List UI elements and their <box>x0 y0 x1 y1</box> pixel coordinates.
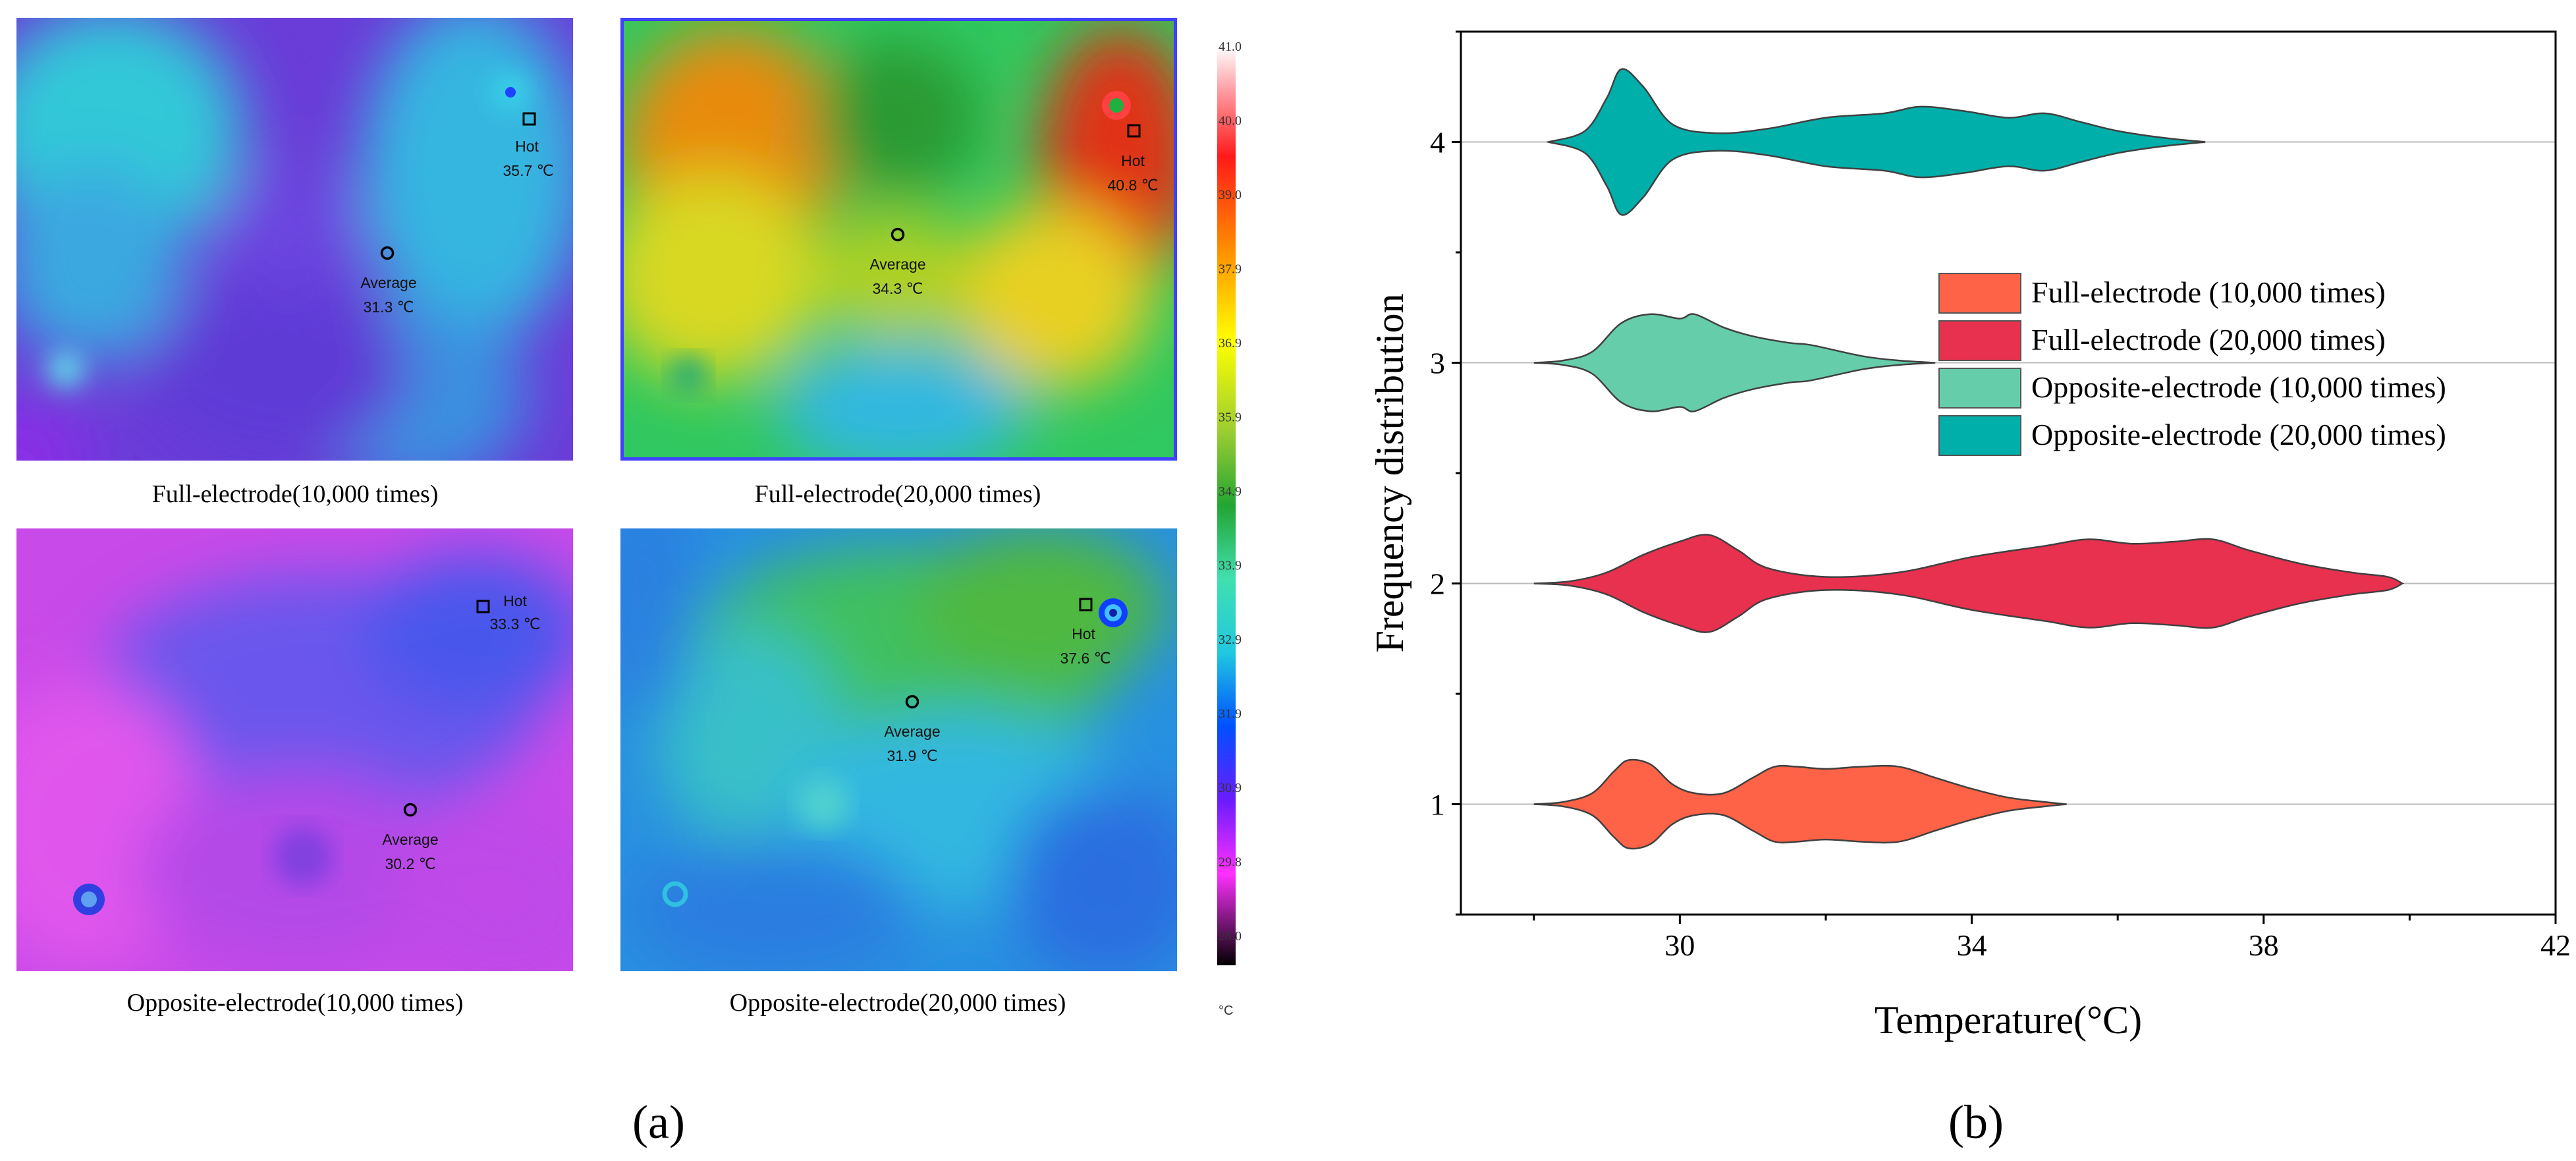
colorbar-tick-label: 32.9 <box>1219 633 1242 647</box>
thermal-image-full-10000 <box>16 18 573 461</box>
hot-marker <box>522 112 536 126</box>
x-tick-label: 38 <box>2249 928 2279 962</box>
legend-swatch <box>1938 415 2021 456</box>
colorbar-tick-label: 40.0 <box>1219 114 1242 128</box>
colorbar-tick-label: 41.0 <box>1219 40 1242 54</box>
hot-label: Hot <box>1121 152 1145 169</box>
colorbar-tick-label: 37.9 <box>1219 262 1242 277</box>
hot-value: 40.8 ℃ <box>1108 177 1159 194</box>
hot-value: 35.7 ℃ <box>503 162 554 179</box>
hot-value: 37.6 ℃ <box>1060 650 1111 667</box>
y-axis-label: Frequency distribution <box>1368 294 1411 653</box>
legend-swatch <box>1938 273 2021 314</box>
average-label: Average <box>360 274 416 291</box>
violin-4 <box>1545 68 2206 216</box>
y-tick-label: 2 <box>1430 567 1445 601</box>
hot-value: 33.3 ℃ <box>490 615 541 633</box>
violin-2 <box>1533 534 2405 633</box>
colorbar-gradient <box>1217 46 1236 965</box>
average-value: 31.9 ℃ <box>887 747 938 764</box>
colorbar-tick-label: 36.9 <box>1219 336 1242 351</box>
colorbar-tick-label: 31.9 <box>1219 707 1242 722</box>
average-label: Average <box>382 831 438 848</box>
panel-b-label: (b) <box>1948 1096 2004 1148</box>
average-marker <box>891 227 905 242</box>
panel-a-label: (a) <box>632 1096 685 1148</box>
legend-label: Opposite-electrode (20,000 times) <box>2031 418 2446 451</box>
caption-opposite-10000: Opposite-electrode(10,000 times) <box>127 989 464 1017</box>
legend-label: Full-electrode (20,000 times) <box>2031 323 2386 356</box>
average-marker <box>905 694 919 709</box>
y-tick-label: 3 <box>1430 347 1445 380</box>
colorbar-tick-label: 29.8 <box>1219 855 1242 870</box>
colorbar-tick-label: 28.0 <box>1219 929 1242 944</box>
colorbar-tick-label: 34.9 <box>1219 484 1242 499</box>
legend: Full-electrode (10,000 times) Full-electr… <box>1938 273 2446 456</box>
average-value: 30.2 ℃ <box>385 855 436 872</box>
thermal-image-opposite-10000 <box>16 528 573 971</box>
average-label: Average <box>884 723 940 740</box>
hot-label: Hot <box>1072 625 1095 642</box>
thermal-image-opposite-20000 <box>620 528 1177 971</box>
legend-label: Opposite-electrode (10,000 times) <box>2031 370 2446 404</box>
hot-marker <box>1079 598 1093 611</box>
average-marker <box>380 246 395 260</box>
x-tick-label: 30 <box>1664 928 1695 962</box>
hot-marker <box>476 600 490 613</box>
annotations-image-4: Hot 37.6 ℃ Average 31.9 ℃ <box>884 598 1111 764</box>
colorbar-unit: °C <box>1219 1004 1233 1018</box>
caption-opposite-20000: Opposite-electrode(20,000 times) <box>730 989 1066 1017</box>
panel-a: Hot 35.7 ℃ Average 31.3 ℃ Hot 40.8 ℃ Ave… <box>16 18 1242 1148</box>
y-tick-label: 4 <box>1430 126 1445 159</box>
colorbar-tick-label: 33.9 <box>1219 559 1242 573</box>
hot-marker <box>1127 124 1141 138</box>
legend-swatch <box>1938 320 2021 361</box>
average-label: Average <box>869 256 925 273</box>
colorbar-tick-label: 30.9 <box>1219 781 1242 795</box>
caption-full-20000: Full-electrode(20,000 times) <box>755 480 1041 508</box>
annotations-image-3: Hot 33.3 ℃ Average 30.2 ℃ <box>382 592 540 872</box>
legend-label: Full-electrode (10,000 times) <box>2031 275 2386 309</box>
legend-swatch <box>1938 368 2021 409</box>
x-tick-label: 34 <box>1957 928 1987 962</box>
colorbar-tick-label: 39.0 <box>1219 188 1242 202</box>
caption-full-10000: Full-electrode(10,000 times) <box>152 480 439 508</box>
x-tick-label: 42 <box>2540 928 2571 962</box>
average-marker <box>403 803 418 817</box>
thermal-image-full-20000 <box>620 18 1177 461</box>
y-tick-label: 1 <box>1430 788 1445 822</box>
violin-3 <box>1533 313 1936 412</box>
hot-label: Hot <box>515 138 539 155</box>
average-value: 34.3 ℃ <box>873 280 923 297</box>
violin-1 <box>1533 758 2067 850</box>
hot-label: Hot <box>503 592 527 609</box>
annotations-image-2: Hot 40.8 ℃ Average 34.3 ℃ <box>869 124 1159 297</box>
average-value: 31.3 ℃ <box>364 298 414 316</box>
colorbar-tick-label: 35.9 <box>1219 411 1242 425</box>
x-axis-label: Temperature(°C) <box>1875 998 2142 1042</box>
annotations-image-1: Hot 35.7 ℃ Average 31.3 ℃ <box>360 112 554 316</box>
colorbar: 41.0 40.0 39.0 37.9 36.9 35.9 34.9 33.9 32.9 31.9… <box>1217 40 1242 1018</box>
